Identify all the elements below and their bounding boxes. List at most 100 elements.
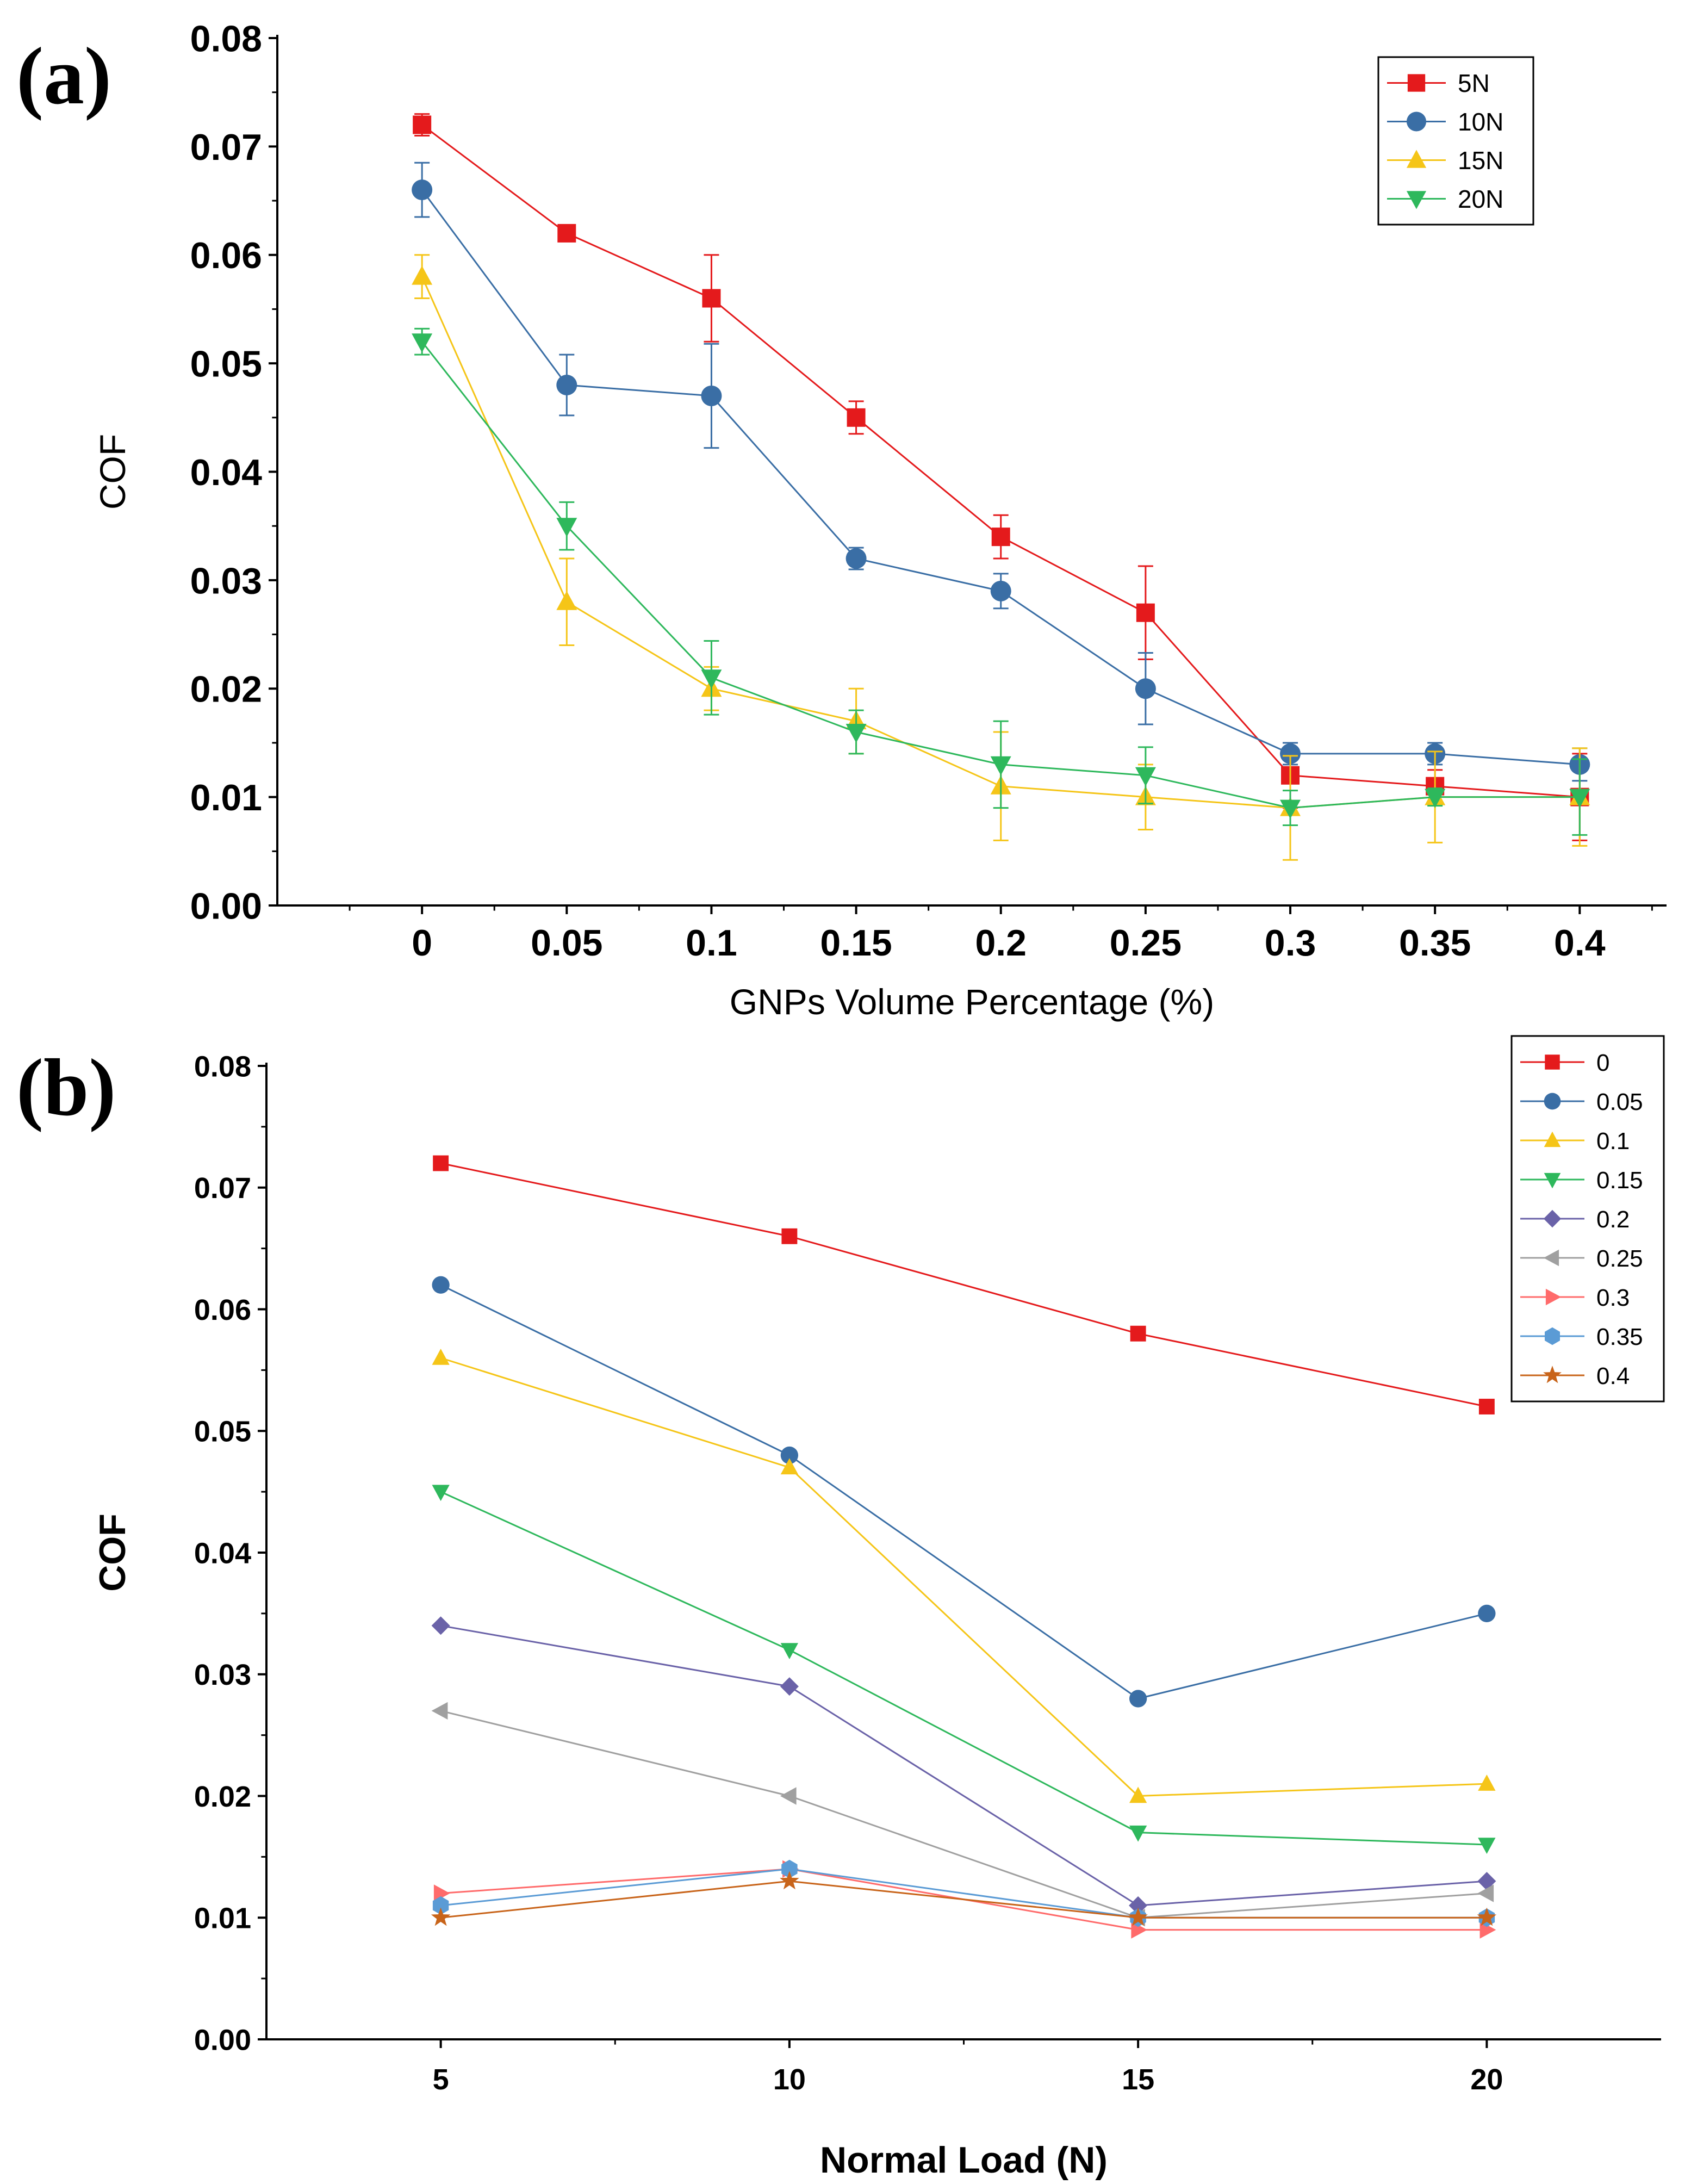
data-point [556, 375, 577, 395]
legend: 0 0.05 0.1 0.15 0.2 0.25 0.3 0.35 0.4 [1510, 1035, 1665, 1403]
legend-marker [1543, 1366, 1562, 1383]
data-point [431, 1907, 451, 1926]
series-10N [412, 162, 1590, 782]
legend-label: 0.2 [1596, 1206, 1630, 1233]
data-point [432, 1485, 450, 1502]
legend-marker [1407, 74, 1426, 92]
data-point [990, 756, 1011, 775]
series-line [440, 1357, 1487, 1797]
legend-label: 0.4 [1596, 1363, 1630, 1389]
x-tick-label: 5 [433, 2063, 449, 2096]
data-point [1478, 1399, 1495, 1414]
legend-marker [1543, 1209, 1562, 1228]
data-point [1129, 1896, 1148, 1915]
legend-marker [1406, 191, 1427, 209]
legend-label: 0.15 [1596, 1167, 1643, 1194]
data-point [1477, 1884, 1494, 1902]
y-axis-title: COF [92, 1513, 133, 1592]
panel-label: (a) [16, 31, 111, 121]
legend-marker [1545, 1327, 1560, 1345]
series-line [440, 1491, 1487, 1846]
y-tick-label: 0.01 [190, 777, 262, 818]
data-point [846, 724, 867, 743]
data-point [433, 1884, 450, 1902]
data-point [1569, 789, 1590, 808]
series-0-2 [431, 1616, 1496, 1915]
data-point [431, 1616, 450, 1635]
y-tick-label: 0.06 [194, 1294, 251, 1326]
data-point [780, 1787, 797, 1805]
data-point [1129, 1786, 1147, 1803]
data-point [701, 669, 722, 689]
series-line [440, 1880, 1487, 1919]
data-point [702, 289, 721, 308]
x-tick-label: 0.05 [531, 922, 602, 964]
x-tick-label: 20 [1470, 2063, 1503, 2096]
legend-marker [1545, 1054, 1560, 1070]
data-point [412, 265, 433, 285]
y-tick-label: 0.01 [194, 1902, 251, 1935]
data-point [780, 1643, 798, 1659]
y-tick-label: 0.07 [190, 127, 262, 168]
legend-marker [1544, 1172, 1561, 1189]
data-point [1128, 1907, 1148, 1926]
x-tick-label: 0.15 [820, 922, 892, 964]
x-tick-label: 0 [412, 922, 432, 964]
x-tick-label: 0.1 [686, 922, 737, 964]
y-tick-label: 0.05 [194, 1416, 251, 1448]
legend-label: 10N [1458, 108, 1503, 136]
data-point [781, 1859, 798, 1878]
series-line [421, 189, 1580, 766]
x-tick-label: 15 [1122, 2063, 1154, 2096]
data-point [432, 1349, 450, 1365]
y-tick-label: 0.04 [190, 452, 263, 493]
series-0 [433, 1155, 1495, 1414]
data-point [556, 591, 577, 610]
y-tick-label: 0.08 [194, 1050, 251, 1083]
data-point [413, 115, 432, 134]
data-point [1135, 767, 1156, 786]
series-line [421, 124, 1580, 798]
x-tick-label: 0.4 [1554, 922, 1606, 964]
data-point [1280, 799, 1301, 819]
x-axis-title: Normal Load (N) [820, 2139, 1108, 2181]
series-0-4 [431, 1871, 1497, 1926]
data-point [701, 385, 722, 406]
data-point [1478, 1774, 1496, 1791]
data-point [1131, 1921, 1148, 1939]
chart-panel-b: (b) 0.00 0.01 0.02 0.03 0.04 0.05 0.06 0.07 0.08 5… [16, 1035, 1665, 2181]
legend-marker [1543, 1249, 1559, 1267]
legend-label: 0 [1596, 1050, 1609, 1076]
legend-marker [1545, 1288, 1562, 1306]
data-point [557, 224, 576, 243]
legend-label: 0.3 [1596, 1285, 1630, 1311]
series-line [440, 1868, 1487, 1919]
series-0-35 [432, 1859, 1495, 1927]
legend-label: 5N [1458, 69, 1490, 97]
y-tick-label: 0.03 [194, 1659, 251, 1691]
series-line [440, 1624, 1487, 1907]
data-point [556, 518, 577, 537]
legend-box [1377, 56, 1534, 226]
y-tick-label: 0.00 [194, 2024, 251, 2056]
data-point [412, 333, 433, 353]
x-tick-label: 10 [773, 2063, 806, 2096]
series-0-15 [432, 1485, 1496, 1854]
data-point [431, 1702, 448, 1720]
y-tick-label: 0.03 [190, 560, 262, 601]
series-20N [412, 327, 1590, 836]
y-axis-title: COF [92, 434, 133, 510]
data-point [991, 528, 1010, 547]
data-point [781, 1228, 798, 1244]
legend-label: 15N [1458, 146, 1503, 175]
data-point [1478, 1838, 1496, 1854]
legend-marker [1544, 1093, 1561, 1110]
data-point [990, 580, 1011, 601]
data-point [780, 1458, 798, 1475]
y-tick-label: 0.02 [190, 669, 262, 710]
y-tick-label: 0.06 [190, 235, 262, 276]
data-point [1129, 1825, 1147, 1842]
data-point [412, 179, 433, 201]
legend-marker [1544, 1131, 1561, 1147]
